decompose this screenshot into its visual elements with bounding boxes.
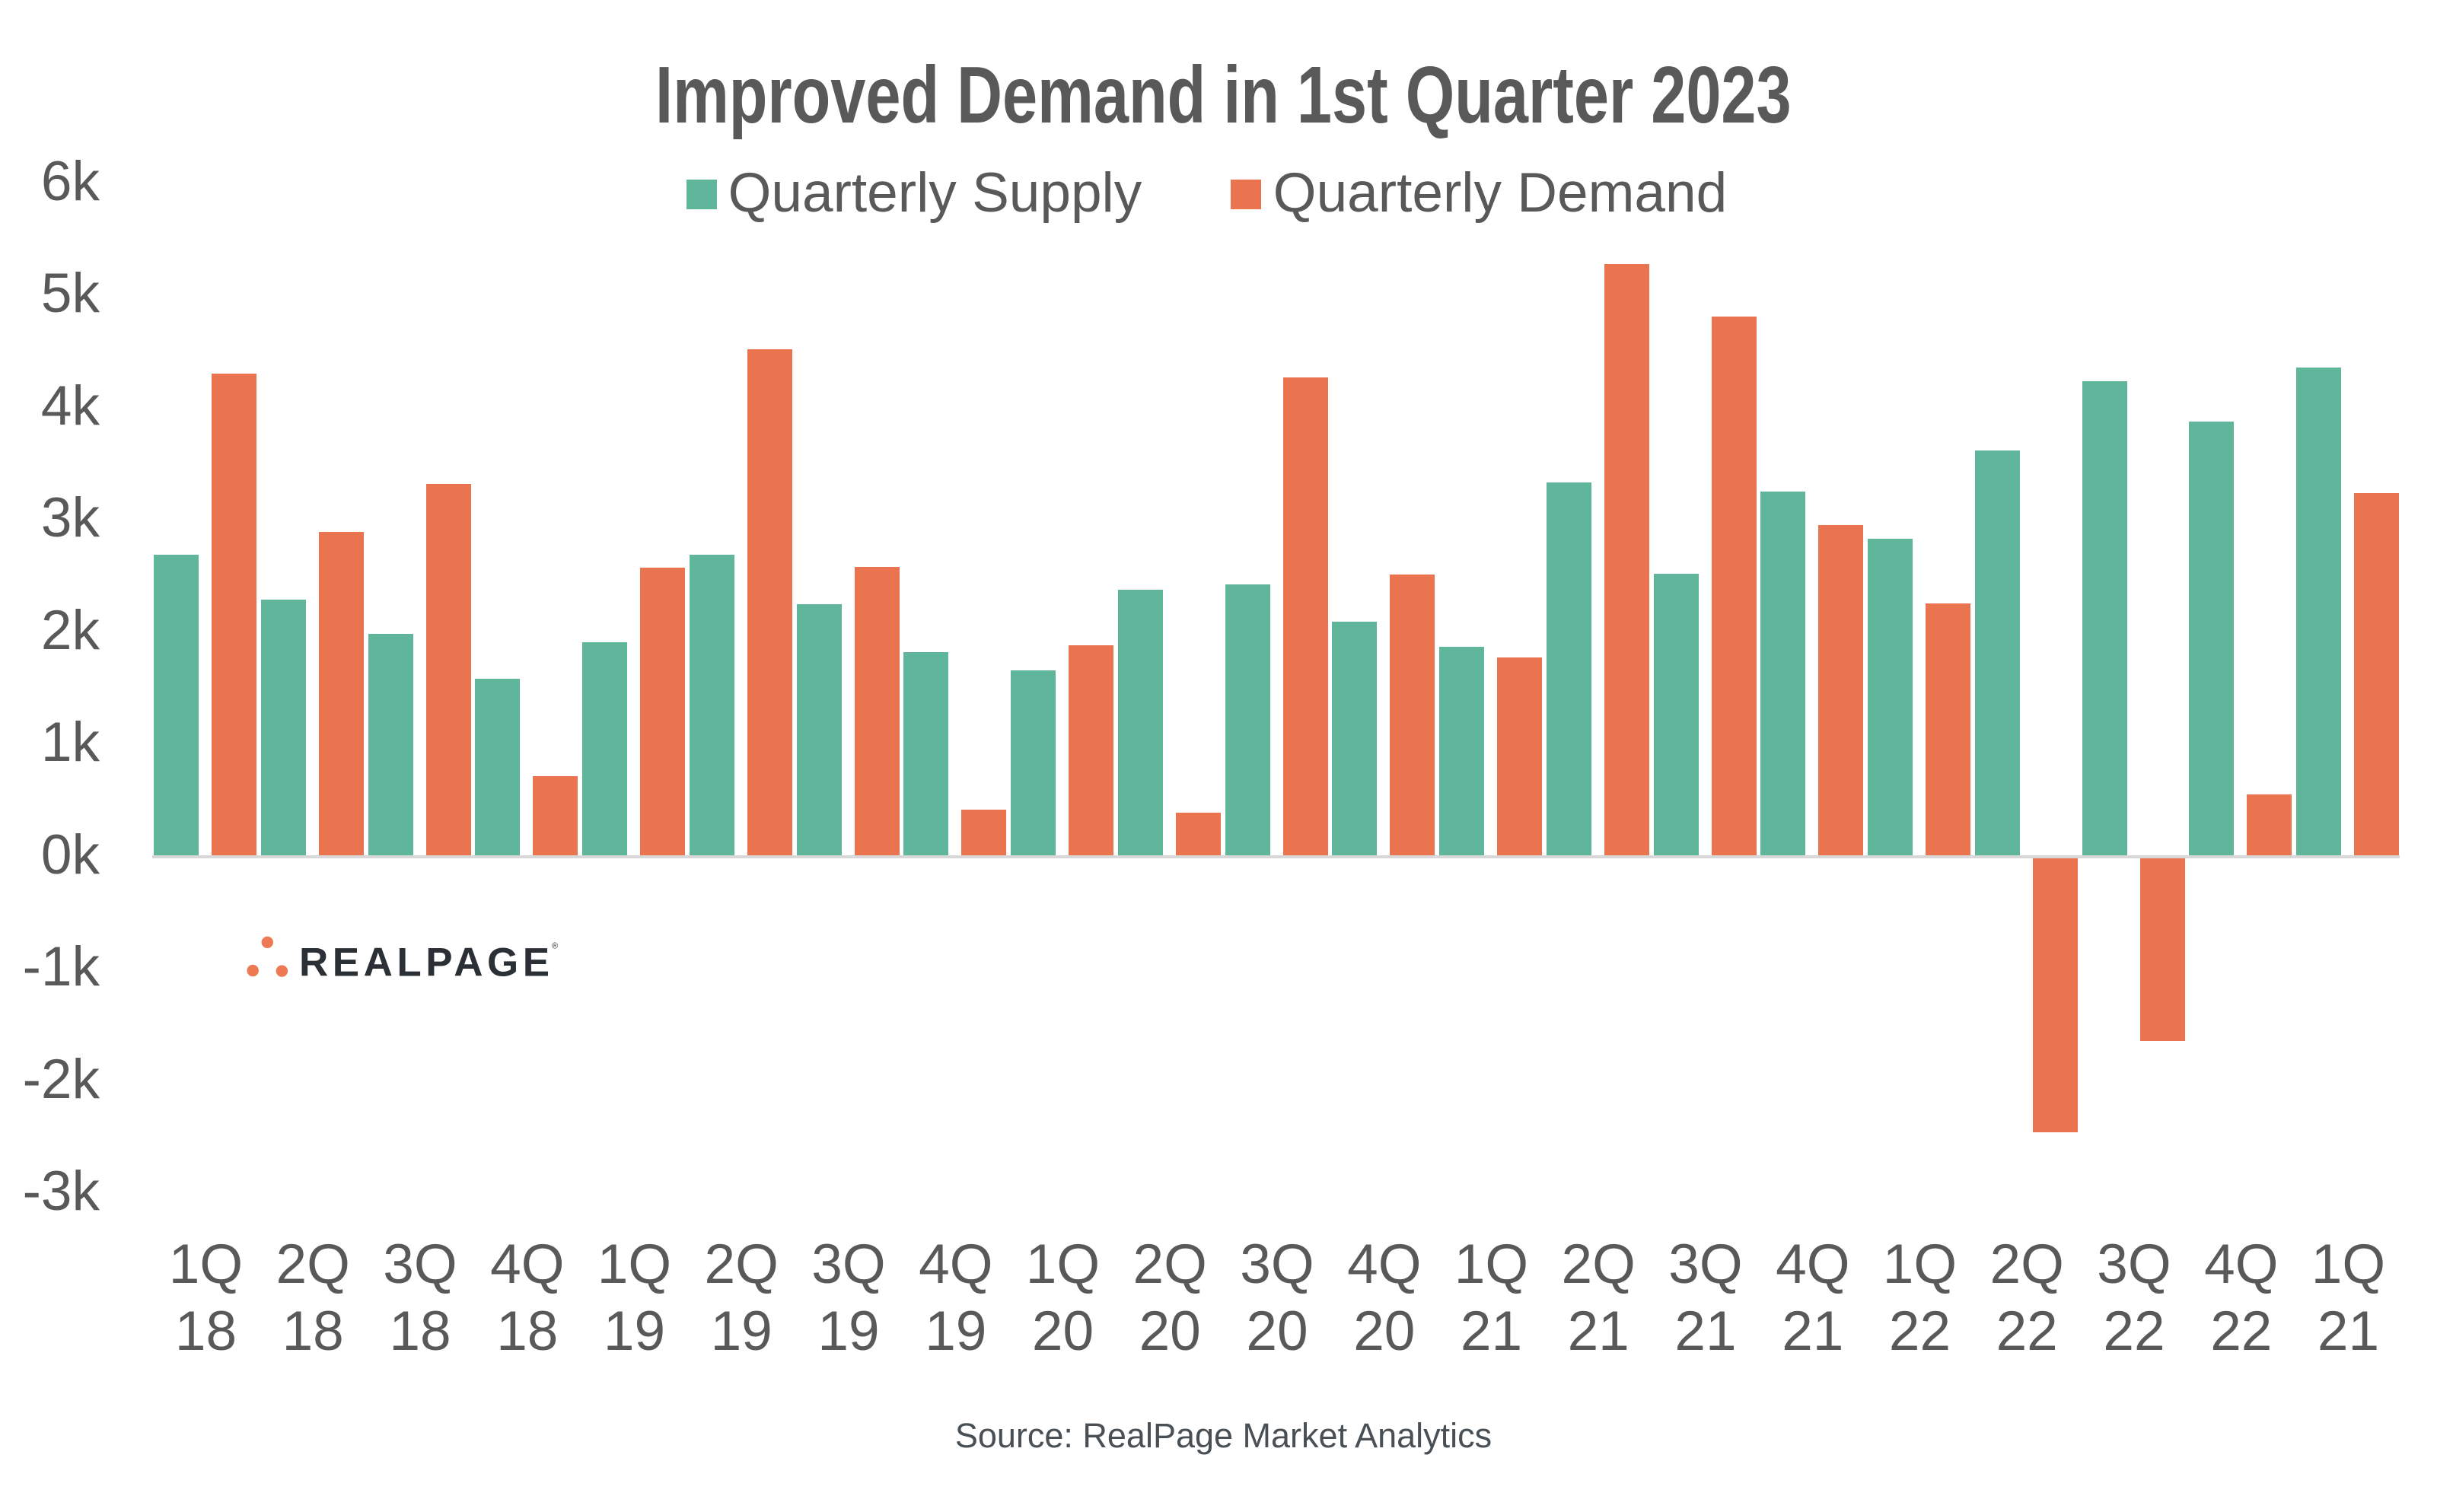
svg-text:REALPAGE: REALPAGE: [299, 941, 554, 985]
svg-text:®: ®: [552, 942, 558, 951]
